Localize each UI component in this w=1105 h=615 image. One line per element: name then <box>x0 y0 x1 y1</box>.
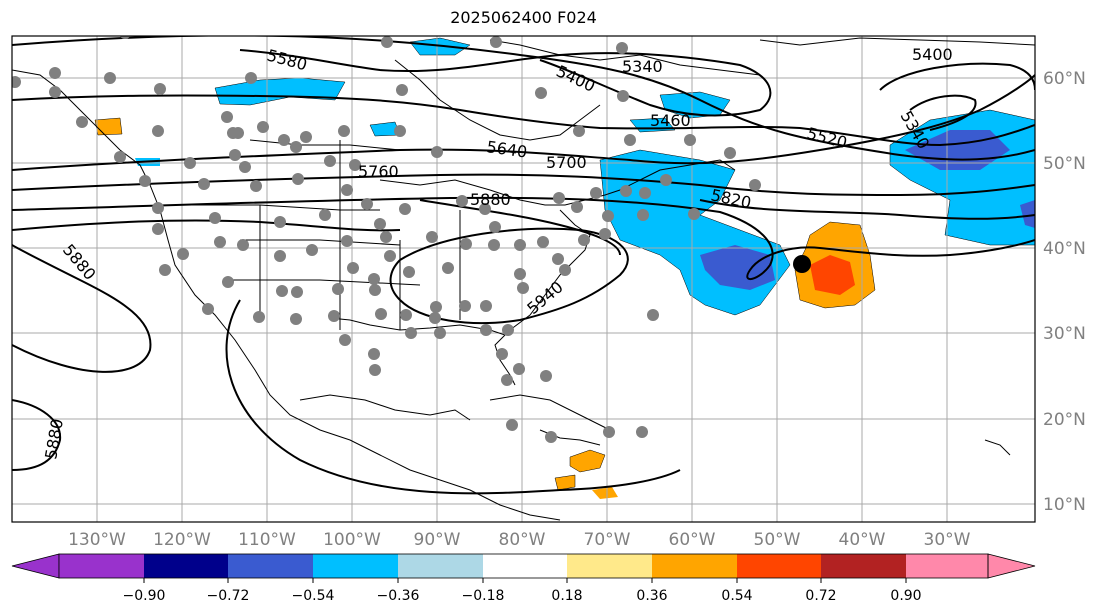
colorbar-extend-high <box>987 553 1036 579</box>
contour-label: 5460 <box>650 111 691 130</box>
colorbar-swatch <box>228 554 313 578</box>
colorbar-swatch <box>398 554 483 578</box>
lat-label: 60°N <box>1043 69 1086 89</box>
colorbar-swatch <box>567 554 652 578</box>
lon-label: 40°W <box>839 530 886 550</box>
atlantic-strong-positive <box>810 255 855 295</box>
lon-label: 120°W <box>153 530 211 550</box>
colorbar-swatch <box>821 554 906 578</box>
colorbar-tick-label: 0.54 <box>721 588 752 604</box>
colorbar-tick-label: −0.72 <box>207 588 250 604</box>
longitude-labels: 130°W 120°W 110°W 100°W 90°W 80°W 70°W 6… <box>68 530 971 550</box>
colorbar-tick-label: 0.18 <box>551 588 582 604</box>
observation-markers <box>12 36 761 443</box>
contour-label: 5880 <box>470 190 511 209</box>
lon-label: 110°W <box>238 530 296 550</box>
map-frame <box>11 35 1036 523</box>
colorbar: −0.90 −0.72 −0.54 −0.36 −0.18 0.18 0.36 … <box>11 553 1036 604</box>
lon-label: 50°W <box>754 530 801 550</box>
colorbar-swatch <box>59 554 144 578</box>
colorbar-tick-label: 0.72 <box>805 588 836 604</box>
colorbar-tick-label: 0.90 <box>890 588 921 604</box>
lon-label: 70°W <box>584 530 631 550</box>
colorbar-extend-low <box>11 553 60 579</box>
lon-label: 100°W <box>323 530 381 550</box>
alaska-positive <box>94 117 123 136</box>
contour-label: 5340 <box>622 57 663 76</box>
colorbar-tick-label: −0.36 <box>377 588 420 604</box>
low-center-marker <box>793 255 811 273</box>
map-background <box>12 36 1035 522</box>
caribbean-positive-1 <box>569 449 606 473</box>
lat-label: 50°N <box>1043 154 1086 174</box>
colorbar-swatch <box>483 554 567 578</box>
colorbar-tick-label: −0.54 <box>292 588 335 604</box>
colorbar-swatch <box>313 554 398 578</box>
latitude-labels: 60°N 50°N 40°N 30°N 20°N 10°N <box>1043 69 1086 515</box>
atlantic-strong-negative <box>700 245 775 290</box>
ne-atlantic-strong-2 <box>1020 200 1035 228</box>
colorbar-tick-label: −0.90 <box>123 588 166 604</box>
colorbar-swatch <box>144 554 228 578</box>
contour-label: 5700 <box>546 153 587 172</box>
lat-label: 10°N <box>1043 495 1086 515</box>
lon-label: 90°W <box>414 530 461 550</box>
colorbar-tick-label: −0.18 <box>462 588 505 604</box>
lon-label: 30°W <box>924 530 971 550</box>
colorbar-tick-label: 0.36 <box>636 588 667 604</box>
lat-label: 20°N <box>1043 410 1086 430</box>
lon-label: 80°W <box>499 530 546 550</box>
map-title: 2025062400 F024 <box>450 8 597 27</box>
lon-label: 130°W <box>68 530 126 550</box>
caribbean-positive-2 <box>554 474 576 491</box>
caribbean-positive-3 <box>592 487 618 499</box>
lat-label: 40°N <box>1043 239 1086 259</box>
lon-label: 60°W <box>669 530 716 550</box>
colorbar-swatch <box>906 554 988 578</box>
contour-label: 5400 <box>912 45 953 64</box>
colorbar-swatch <box>737 554 821 578</box>
contour-label: 5760 <box>358 162 399 181</box>
gridlines <box>12 36 1035 522</box>
coastlines <box>12 37 1035 521</box>
lat-label: 30°N <box>1043 324 1086 344</box>
canada-negative-1 <box>214 77 346 106</box>
colorbar-swatch <box>652 554 737 578</box>
